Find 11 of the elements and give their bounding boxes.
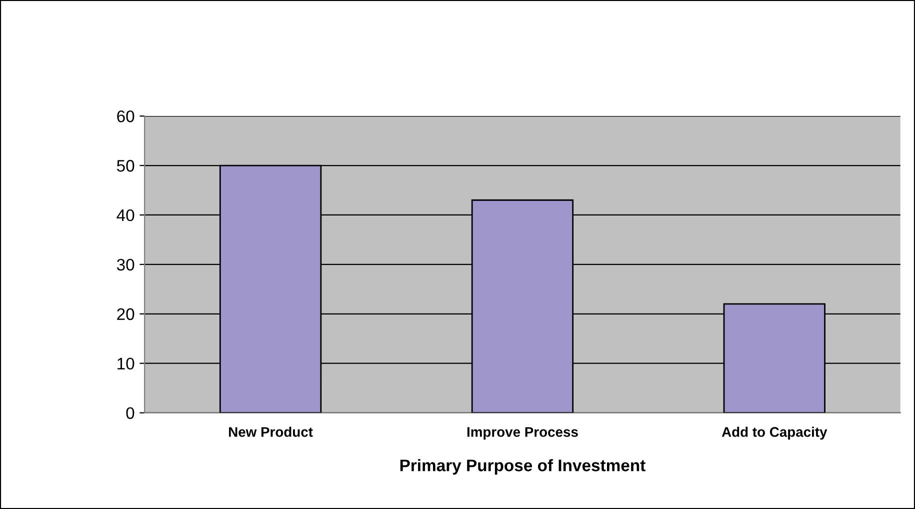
- x-tick-label: Improve Process: [467, 427, 578, 440]
- y-tick-label: 30: [116, 258, 134, 271]
- y-tick-label: 50: [116, 160, 134, 172]
- y-tick-label: 20: [117, 308, 134, 320]
- y-tick-label: 40: [116, 209, 134, 222]
- y-tick-label: 60: [117, 110, 134, 122]
- x-tick-label: Add to Capacity: [722, 426, 828, 440]
- y-tick-label: 0: [126, 407, 134, 419]
- y-tick-label: 10: [118, 358, 134, 370]
- x-axis-title: Primary Purpose of Investment: [400, 459, 646, 475]
- x-tick-label: New Product: [229, 426, 313, 437]
